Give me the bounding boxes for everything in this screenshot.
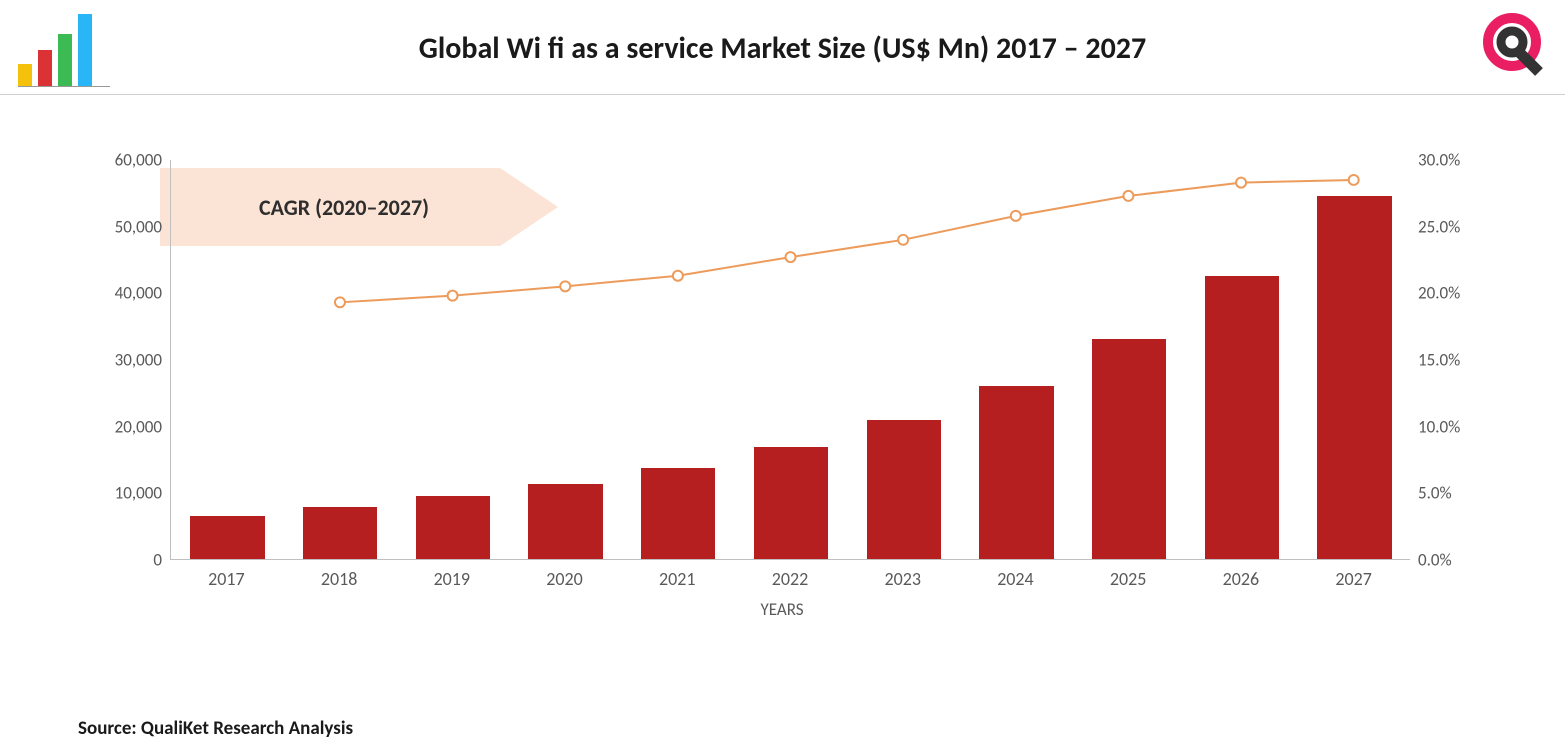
header: Global Wi fi as a service Market Size (U… [0, 0, 1565, 95]
x-tick: 2019 [395, 568, 508, 590]
y-right-tick: 30.0% [1418, 150, 1484, 171]
x-axis-title: YEARS [80, 599, 1484, 620]
line-marker [448, 291, 458, 301]
line-series [171, 160, 1410, 559]
y-right-tick: 15.0% [1418, 350, 1484, 371]
x-tick: 2027 [1297, 568, 1410, 590]
y-left-tick: 10,000 [80, 483, 162, 504]
x-tick: 2021 [621, 568, 734, 590]
line-marker [1349, 175, 1359, 185]
y-left-tick: 20,000 [80, 416, 162, 437]
line-marker [560, 281, 570, 291]
y-right-tick: 25.0% [1418, 216, 1484, 237]
y-right-tick: 10.0% [1418, 416, 1484, 437]
y-left-tick: 60,000 [80, 150, 162, 171]
line-marker [786, 252, 796, 262]
y-right-tick: 5.0% [1418, 483, 1484, 504]
line-marker [1123, 191, 1133, 201]
y-right-tick: 0.0% [1418, 550, 1484, 571]
line-marker [898, 235, 908, 245]
y-left-tick: 0 [80, 550, 162, 571]
brand-logo-icon [1477, 10, 1547, 85]
line-marker [335, 297, 345, 307]
line-marker [1011, 211, 1021, 221]
page: Global Wi fi as a service Market Size (U… [0, 0, 1565, 752]
x-tick: 2018 [283, 568, 396, 590]
x-tick: 2023 [846, 568, 959, 590]
chart-title: Global Wi fi as a service Market Size (U… [0, 30, 1565, 67]
x-tick: 2020 [508, 568, 621, 590]
source-attribution: Source: QualiKet Research Analysis [78, 717, 353, 740]
y-left-tick: 30,000 [80, 350, 162, 371]
x-tick: 2026 [1185, 568, 1298, 590]
chart-area: 010,00020,00030,00040,00050,00060,000 0.… [80, 160, 1484, 590]
y-left-tick: 40,000 [80, 283, 162, 304]
x-tick: 2025 [1072, 568, 1185, 590]
x-tick: 2024 [959, 568, 1072, 590]
plot-area [170, 160, 1410, 560]
line-path [340, 180, 1354, 302]
x-tick: 2017 [170, 568, 283, 590]
y-left-tick: 50,000 [80, 216, 162, 237]
line-marker [1236, 178, 1246, 188]
x-tick: 2022 [734, 568, 847, 590]
logo-bar [18, 64, 32, 86]
y-right-tick: 20.0% [1418, 283, 1484, 304]
line-marker [673, 271, 683, 281]
